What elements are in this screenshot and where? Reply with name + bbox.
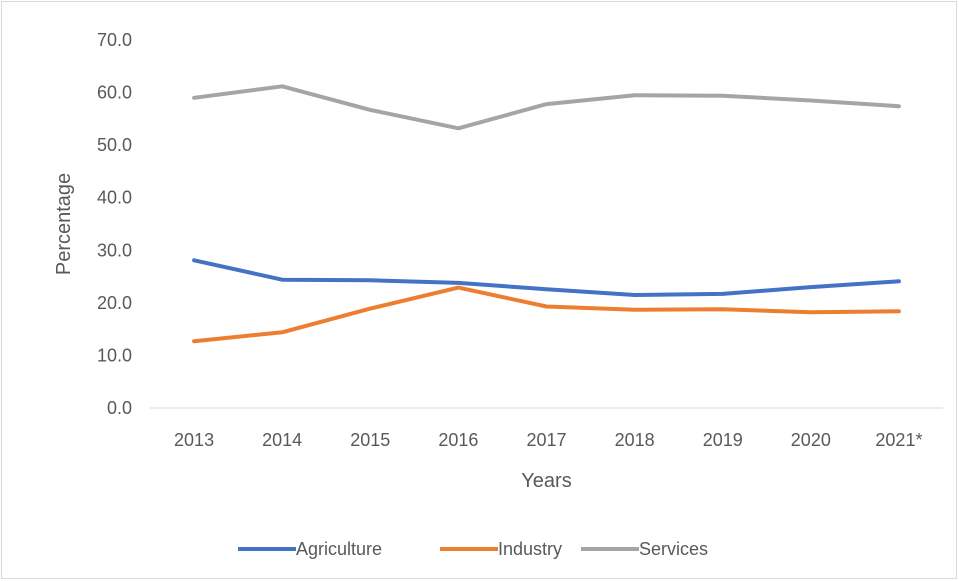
- legend-label: Services: [639, 539, 708, 559]
- legend-label: Agriculture: [296, 539, 382, 559]
- y-axis-ticks: 0.0 10.0 20.0 30.0 40.0 50.0 60.0 70.0: [97, 30, 132, 418]
- series-line-industry: [192, 285, 901, 344]
- y-tick-label: 0.0: [107, 398, 132, 418]
- y-tick-label: 70.0: [97, 30, 132, 50]
- y-tick-label: 10.0: [97, 345, 132, 365]
- x-tick-label: 2019: [703, 430, 743, 450]
- legend-label: Industry: [498, 539, 562, 559]
- x-tick-label: 2018: [615, 430, 655, 450]
- y-tick-label: 60.0: [97, 83, 132, 103]
- series-line-agriculture: [192, 258, 901, 297]
- x-tick-label: 2020: [791, 430, 831, 450]
- legend: Agriculture Industry Services: [238, 539, 708, 559]
- x-tick-label: 2015: [350, 430, 390, 450]
- x-tick-label: 2013: [174, 430, 214, 450]
- series-line-services: [192, 84, 901, 131]
- y-axis-title: Percentage: [53, 173, 75, 275]
- x-tick-label: 2014: [262, 430, 302, 450]
- y-tick-label: 20.0: [97, 293, 132, 313]
- x-axis-ticks: 2013 2014 2015 2016 2017 2018 2019 2020 2021*: [174, 430, 922, 450]
- x-tick-label: 2021*: [875, 430, 922, 450]
- x-tick-label: 2017: [526, 430, 566, 450]
- x-axis-title: Years: [521, 470, 571, 492]
- y-tick-label: 50.0: [97, 135, 132, 155]
- x-tick-label: 2016: [438, 430, 478, 450]
- series-group: [192, 84, 901, 344]
- y-tick-label: 30.0: [97, 240, 132, 260]
- y-tick-label: 40.0: [97, 188, 132, 208]
